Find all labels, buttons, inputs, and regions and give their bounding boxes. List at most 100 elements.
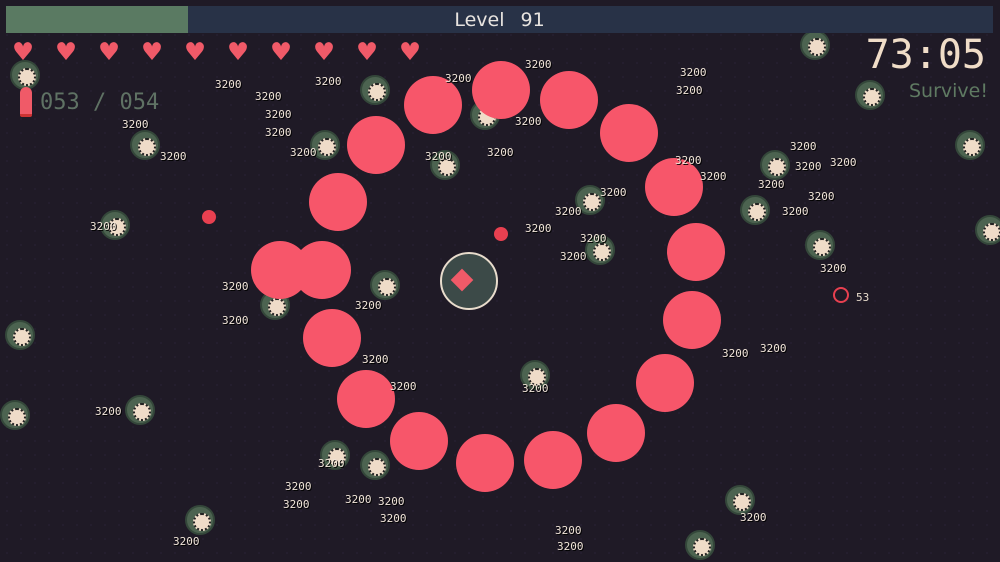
damage-number: 3200 [675,154,702,167]
damage-number: 3200 [290,146,317,159]
projectile-orb [472,61,530,119]
enemy-bat [320,440,350,470]
projectile-orb [303,309,361,367]
damage-number: 3200 [700,170,727,183]
enemy-bat [575,185,605,215]
enemy-bat [685,530,715,560]
bullet-icon [20,87,32,117]
projectile-orb [309,173,367,231]
enemy-bat [100,210,130,240]
enemy-bat [955,130,985,160]
enemy-bat [0,400,30,430]
damage-number: 3200 [487,146,514,159]
damage-number: 3200 [525,222,552,235]
damage-number: 3200 [680,66,707,79]
heart-icon: ♥ [57,35,76,70]
enemy-bat [855,80,885,110]
enemy-bat [760,150,790,180]
damage-number: 3200 [820,262,847,275]
damage-number: 3200 [90,220,117,233]
projectile-orb [404,76,462,134]
damage-number: 3200 [522,382,549,395]
damage-number: 3200 [122,118,149,131]
damage-number: 3200 [808,190,835,203]
enemy-bat [370,270,400,300]
heart-icon: ♥ [315,35,334,70]
damage-number: 3200 [222,280,249,293]
damage-number: 3200 [380,512,407,525]
damage-number: 3200 [362,353,389,366]
damage-number: 3200 [740,511,767,524]
enemy-bat [520,360,550,390]
damage-number: 3200 [95,405,122,418]
heart-icon: ♥ [358,35,377,70]
damage-number: 3200 [265,108,292,121]
objective-text: Survive! [909,80,988,102]
enemy-bat [725,485,755,515]
damage-number: 3200 [760,342,787,355]
enemy-bat [10,60,40,90]
enemy-bullet [494,227,508,241]
damage-number: 3200 [782,205,809,218]
projectile-orb [667,223,725,281]
enemy-bat [800,30,830,60]
damage-number: 3200 [515,115,542,128]
enemy-bat [130,130,160,160]
enemy-bat [5,320,35,350]
damage-number: 3200 [790,140,817,153]
heart-icon: ♥ [401,35,420,70]
damage-number: 3200 [445,72,472,85]
projectile-orb [636,354,694,412]
enemy-bat [360,450,390,480]
level-display: Level 91 [6,9,993,31]
enemy-bat [430,150,460,180]
damage-number: 3200 [722,347,749,360]
ammo-text: 053 / 054 [40,89,160,115]
damage-number: 3200 [758,178,785,191]
damage-number: 3200 [560,250,587,263]
target-count: 53 [856,291,870,304]
enemy-bat [310,130,340,160]
damage-number: 3200 [390,380,417,393]
heart-icon: ♥ [186,35,205,70]
level-value: 91 [520,9,545,31]
damage-number: 3200 [555,524,582,537]
enemy-bat [805,230,835,260]
damage-number: 3200 [345,493,372,506]
enemy-bat [585,235,615,265]
damage-number: 3200 [160,150,187,163]
heart-icon: ♥ [143,35,162,70]
heart-icon: ♥ [229,35,248,70]
projectile-orb [347,116,405,174]
projectile-orb [390,412,448,470]
enemy-bat [185,505,215,535]
projectile-orb [600,104,658,162]
enemy-bullet [202,210,216,224]
ammo-counter: 053 / 054 [20,87,159,117]
damage-number: 3200 [283,498,310,511]
heart-icon: ♥ [100,35,119,70]
damage-number: 3200 [676,84,703,97]
damage-number: 3200 [215,78,242,91]
damage-number: 3200 [222,314,249,327]
enemy-bat [125,395,155,425]
xp-bar: Level 91 [6,6,993,33]
enemy-bat [360,75,390,105]
damage-number: 3200 [555,205,582,218]
health-hearts: ♥ ♥ ♥ ♥ ♥ ♥ ♥ ♥ ♥ ♥ [14,35,427,70]
projectile-orb [645,158,703,216]
xp-fill [6,6,188,33]
enemy-bat [740,195,770,225]
damage-number: 3200 [830,156,857,169]
damage-number: 3200 [557,540,584,553]
projectile-orb [663,291,721,349]
level-label: Level [454,9,505,31]
damage-number: 3200 [315,75,342,88]
projectile-orb [587,404,645,462]
survival-timer: 73:05 [865,32,986,78]
damage-number: 3200 [425,150,452,163]
damage-number: 3200 [580,232,607,245]
damage-number: 3200 [795,160,822,173]
enemy-bat [975,215,1000,245]
player-character [440,252,498,310]
